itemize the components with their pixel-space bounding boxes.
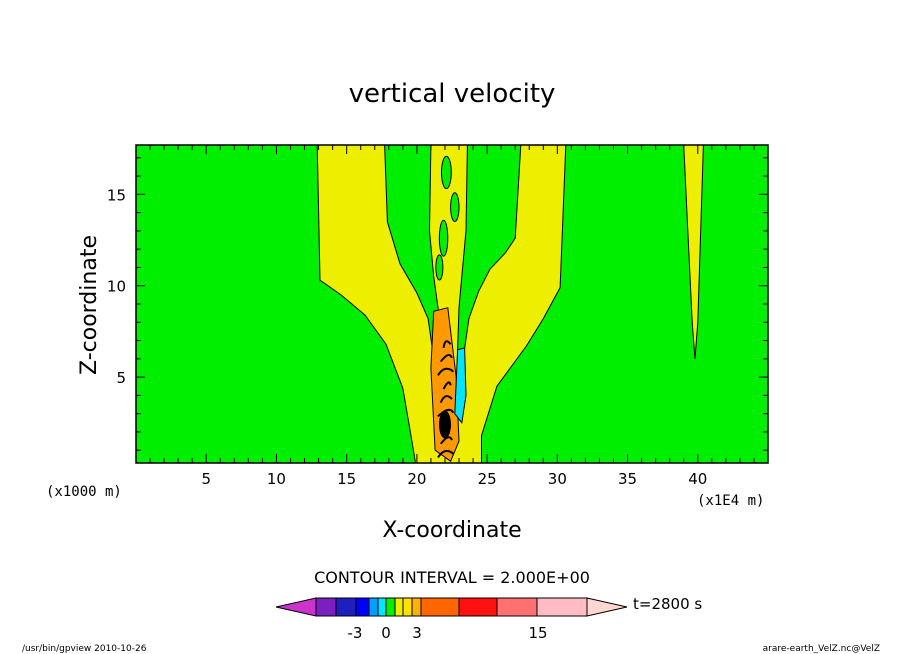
contour-line xyxy=(437,408,455,418)
colorbar-swatch xyxy=(411,597,422,617)
x-tick-label: 25 xyxy=(478,470,497,488)
plot-area xyxy=(136,144,768,464)
contour-line xyxy=(442,381,452,390)
time-label: t=2800 s xyxy=(633,595,702,613)
downdraft-region xyxy=(454,347,467,425)
dense-contours xyxy=(438,410,451,439)
colorbar-swatch xyxy=(368,597,379,617)
contour-line xyxy=(437,449,455,459)
footer-right: arare-earth_VelZ.nc@VelZ xyxy=(763,644,880,654)
colorbar-arrow-left xyxy=(275,597,317,617)
y-tick-label: 15 xyxy=(107,186,126,204)
colorbar-swatch xyxy=(335,597,357,617)
strong-updraft xyxy=(430,307,460,462)
green-cell xyxy=(440,155,452,190)
x-tick-label: 15 xyxy=(337,470,356,488)
colorbar: -3 0 3 15 xyxy=(275,597,628,642)
x-tick-label: 40 xyxy=(688,470,707,488)
y-tick-label: 10 xyxy=(107,278,126,296)
x-tick-label: 20 xyxy=(407,470,426,488)
colorbar-swatch xyxy=(402,597,413,617)
contour-line xyxy=(439,436,453,445)
contour-line xyxy=(442,340,452,349)
green-cell xyxy=(435,254,444,281)
colorbar-swatch xyxy=(420,597,460,617)
x-tick-label: 30 xyxy=(548,470,567,488)
colorbar-swatch xyxy=(355,597,370,617)
x-tick-label: 10 xyxy=(267,470,286,488)
colorbar-label: 15 xyxy=(528,624,547,642)
contour-interval-label: CONTOUR INTERVAL = 2.000E+00 xyxy=(314,568,590,587)
x-unit-left: (x1000 m) xyxy=(46,484,122,500)
x-tick-label: 35 xyxy=(618,470,637,488)
x-unit-right: (x1E4 m) xyxy=(697,493,764,509)
colorbar-arrow-right xyxy=(586,597,628,617)
chart-title: vertical velocity xyxy=(349,79,556,109)
axes: 5 10 15 20 25 30 35 40 5 10 15 xyxy=(107,144,769,488)
green-cell xyxy=(450,192,460,223)
colorbar-swatch xyxy=(458,597,498,617)
y-tick-label: 5 xyxy=(116,369,126,387)
footer-left: /usr/bin/gpview 2010-10-26 xyxy=(22,644,147,654)
colorbar-swatch xyxy=(536,597,588,617)
x-tick-label: 5 xyxy=(201,470,211,488)
x-axis-label: X-coordinate xyxy=(382,518,521,543)
colorbar-swatch xyxy=(394,597,404,617)
contour-line xyxy=(439,354,453,363)
colorbar-swatch xyxy=(496,597,538,617)
colorbar-label: 0 xyxy=(381,624,391,642)
contour-line xyxy=(439,395,453,404)
colorbar-swatch xyxy=(377,597,387,617)
green-cell xyxy=(438,219,449,257)
colorbar-label: -3 xyxy=(348,624,363,642)
colorbar-label: 3 xyxy=(412,624,422,642)
colorbar-swatch xyxy=(385,597,396,617)
colorbar-swatch xyxy=(315,597,337,617)
contour-line xyxy=(437,367,455,376)
y-axis-label: Z-coordinate xyxy=(77,235,102,375)
